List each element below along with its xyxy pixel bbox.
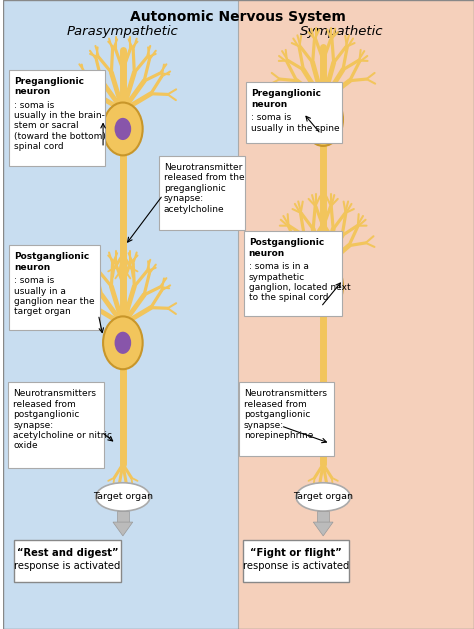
Text: Preganglionic
neuron: Preganglionic neuron — [251, 89, 321, 109]
Text: Target organ: Target organ — [293, 493, 353, 501]
Circle shape — [303, 260, 343, 313]
Text: Neurotransmitters
released from
postganglionic
synapse:
norepinephrine: Neurotransmitters released from postgang… — [244, 389, 327, 440]
Text: Preganglionic
neuron: Preganglionic neuron — [15, 77, 84, 96]
FancyBboxPatch shape — [244, 231, 342, 316]
Text: : soma is
usually in the spine: : soma is usually in the spine — [251, 113, 340, 133]
Text: Sympathetic: Sympathetic — [301, 25, 384, 38]
FancyBboxPatch shape — [239, 382, 335, 456]
Text: response is activated: response is activated — [14, 561, 121, 571]
Text: Autonomic Nervous System: Autonomic Nervous System — [130, 10, 346, 24]
Text: Neurotransmitter
released from the
preganglionic
synapse:
acetylcholine: Neurotransmitter released from the prega… — [164, 163, 245, 213]
Circle shape — [115, 118, 131, 140]
Circle shape — [115, 331, 131, 354]
Text: Neurotransmitters
released from
postganglionic
synapse:
acetylcholine or nitric
: Neurotransmitters released from postgang… — [13, 389, 112, 450]
Text: Target organ: Target organ — [93, 493, 153, 501]
Circle shape — [315, 275, 331, 298]
Bar — [3, 0, 238, 629]
FancyBboxPatch shape — [9, 245, 100, 330]
Ellipse shape — [296, 483, 350, 511]
Ellipse shape — [96, 483, 150, 511]
FancyBboxPatch shape — [8, 382, 103, 468]
Text: Postganglionic
neuron: Postganglionic neuron — [15, 252, 90, 272]
Text: : soma is in a
sympathetic
ganglion, located next
to the spinal cord: : soma is in a sympathetic ganglion, loc… — [249, 262, 350, 303]
FancyBboxPatch shape — [9, 70, 105, 166]
FancyBboxPatch shape — [243, 540, 349, 582]
Bar — [238, 0, 474, 629]
Circle shape — [303, 93, 343, 146]
Text: : soma is
usually in the brain-
stem or sacral
(toward the bottom)
spinal cord: : soma is usually in the brain- stem or … — [15, 101, 106, 151]
Text: “Fight or flight”: “Fight or flight” — [250, 548, 342, 558]
Circle shape — [103, 316, 143, 369]
Bar — [317, 511, 329, 522]
Bar — [117, 511, 129, 522]
Text: Parasympathetic: Parasympathetic — [67, 25, 179, 38]
FancyBboxPatch shape — [15, 540, 120, 582]
Text: response is activated: response is activated — [243, 561, 349, 571]
Polygon shape — [113, 522, 133, 536]
Text: : soma is
usually in a
ganglion near the
target organ: : soma is usually in a ganglion near the… — [15, 276, 95, 316]
Text: Postganglionic
neuron: Postganglionic neuron — [249, 238, 324, 258]
Polygon shape — [313, 522, 333, 536]
FancyBboxPatch shape — [159, 156, 245, 230]
FancyBboxPatch shape — [246, 82, 342, 143]
Text: “Rest and digest”: “Rest and digest” — [17, 548, 118, 558]
Circle shape — [315, 108, 331, 131]
Circle shape — [103, 103, 143, 155]
